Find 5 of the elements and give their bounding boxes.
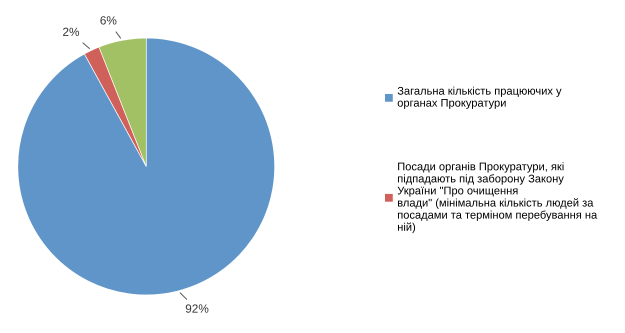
legend-label: Посади органів Прокуратури, які підпадають під заборону Закону України "Про очищення влади" (мінімальна кількість людей за посадами та терміном перебування на ній)	[398, 162, 598, 234]
data-label: 6%	[100, 16, 116, 25]
data-label: 2%	[63, 28, 80, 36]
legend-label: Загальна кількість працюючих у органах Прокуратури	[398, 86, 562, 109]
data-label: 92%	[186, 304, 208, 313]
